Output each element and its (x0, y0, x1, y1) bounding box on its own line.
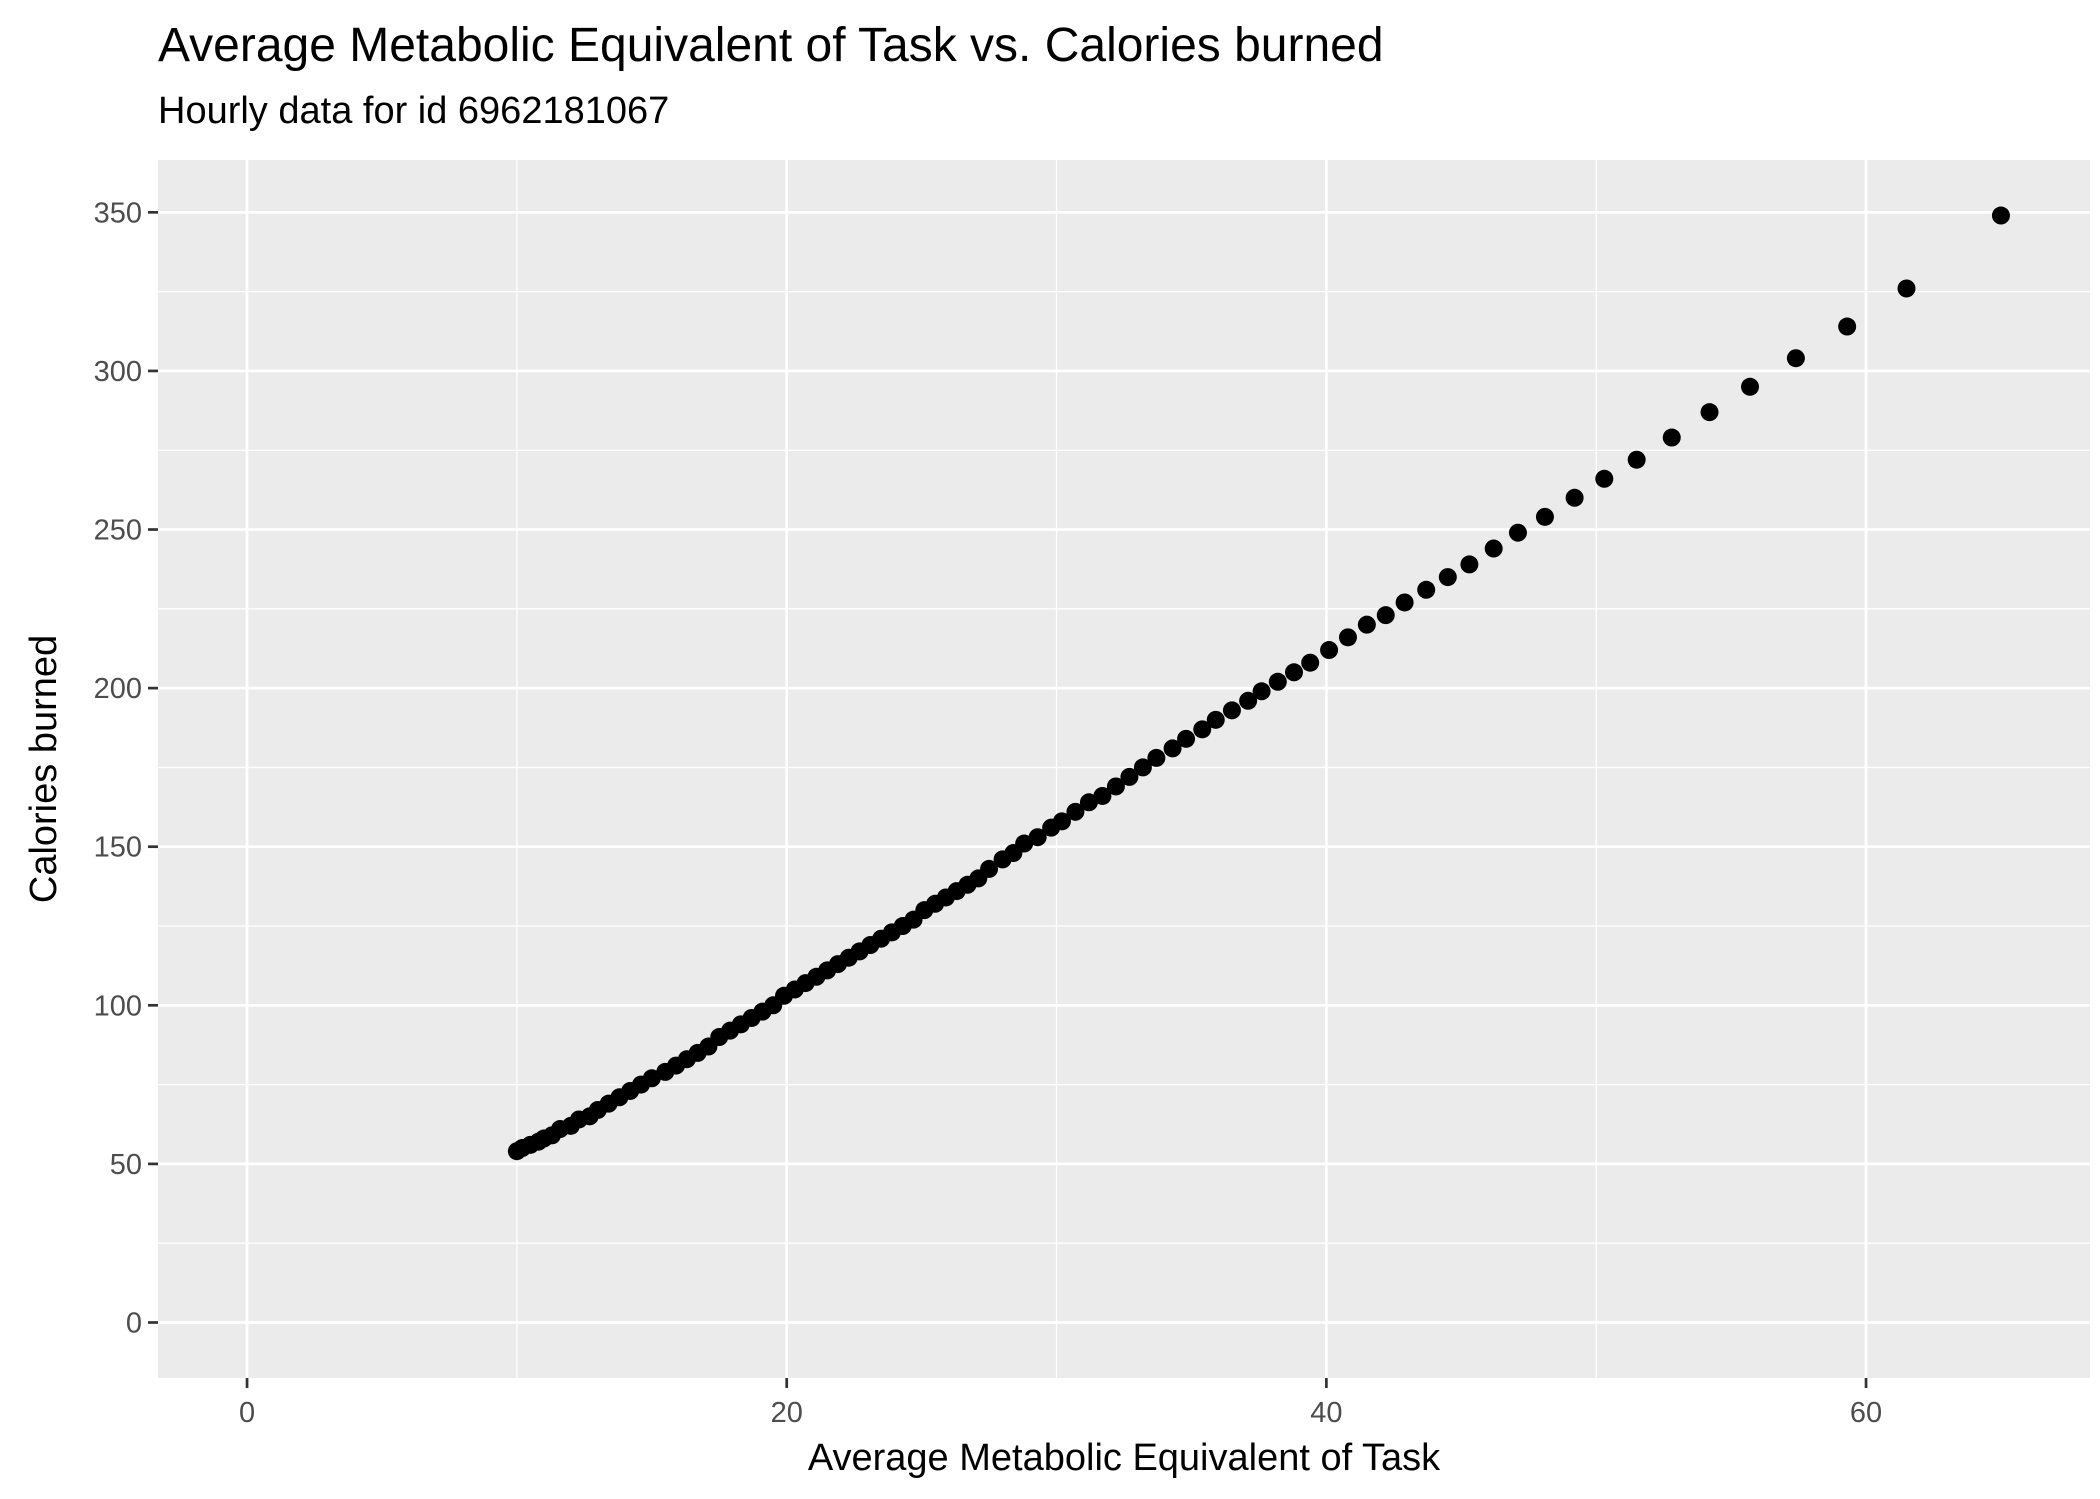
data-point (1320, 641, 1339, 660)
data-point (1177, 729, 1196, 748)
data-point (1395, 593, 1414, 612)
data-point (1193, 720, 1212, 739)
data-point (1700, 403, 1719, 422)
data-point (1417, 580, 1436, 599)
x-tick-label: 60 (1850, 1397, 1882, 1429)
chart-subtitle: Hourly data for id 6962181067 (158, 90, 670, 132)
data-point (1106, 777, 1125, 796)
chart-title: Average Metabolic Equivalent of Task vs.… (158, 19, 1384, 72)
data-point (1376, 606, 1395, 625)
x-axis-ticks: 0 20 40 60 (239, 1378, 1882, 1429)
data-point (1741, 377, 1760, 396)
x-tick-label: 0 (239, 1397, 255, 1429)
data-point (642, 1069, 661, 1088)
data-point (1438, 568, 1457, 587)
y-tick-label: 250 (94, 515, 142, 547)
data-point (1595, 469, 1614, 488)
data-point (1484, 539, 1503, 558)
data-point (1163, 739, 1182, 758)
y-axis-ticks: 0 50 100 150 200 250 300 350 (94, 197, 158, 1339)
data-point (1015, 834, 1034, 853)
data-point (1662, 428, 1681, 447)
x-tick-label: 40 (1310, 1397, 1342, 1429)
data-point (1627, 450, 1646, 469)
data-point (1066, 802, 1085, 821)
major-gridlines (158, 160, 2090, 1378)
x-axis-title: Average Metabolic Equivalent of Task (808, 1437, 1441, 1479)
data-point (1284, 663, 1303, 682)
plot-panel (158, 160, 2090, 1378)
data-point (1301, 653, 1320, 672)
x-tick-label: 20 (771, 1397, 803, 1429)
data-point (1079, 793, 1098, 812)
data-point (980, 859, 999, 878)
data-point (1147, 748, 1166, 767)
data-point (1508, 523, 1527, 542)
data-point (1838, 317, 1857, 336)
y-tick-label: 300 (94, 356, 142, 388)
y-tick-label: 150 (94, 832, 142, 864)
data-point (1268, 672, 1287, 691)
minor-gridlines (158, 160, 2090, 1378)
data-point (1052, 812, 1071, 831)
data-point (1133, 758, 1152, 777)
data-points (507, 206, 2010, 1161)
data-point (1093, 786, 1112, 805)
data-point (1357, 615, 1376, 634)
y-tick-label: 200 (94, 673, 142, 705)
y-axis-title: Calories burned (23, 635, 65, 903)
data-point (1239, 691, 1258, 710)
y-tick-label: 100 (94, 990, 142, 1022)
data-point (1120, 767, 1139, 786)
data-point (1786, 349, 1805, 368)
data-point (1222, 701, 1241, 720)
data-point (1565, 488, 1584, 507)
data-point (1206, 710, 1225, 729)
data-point (1460, 555, 1479, 574)
data-point (1028, 828, 1047, 847)
y-tick-label: 0 (126, 1307, 142, 1339)
data-point (1897, 279, 1916, 298)
y-tick-label: 350 (94, 197, 142, 229)
data-point (1535, 507, 1554, 526)
y-tick-label: 50 (110, 1149, 142, 1181)
data-point (1252, 682, 1271, 701)
data-point (1991, 206, 2010, 225)
data-point (1338, 628, 1357, 647)
